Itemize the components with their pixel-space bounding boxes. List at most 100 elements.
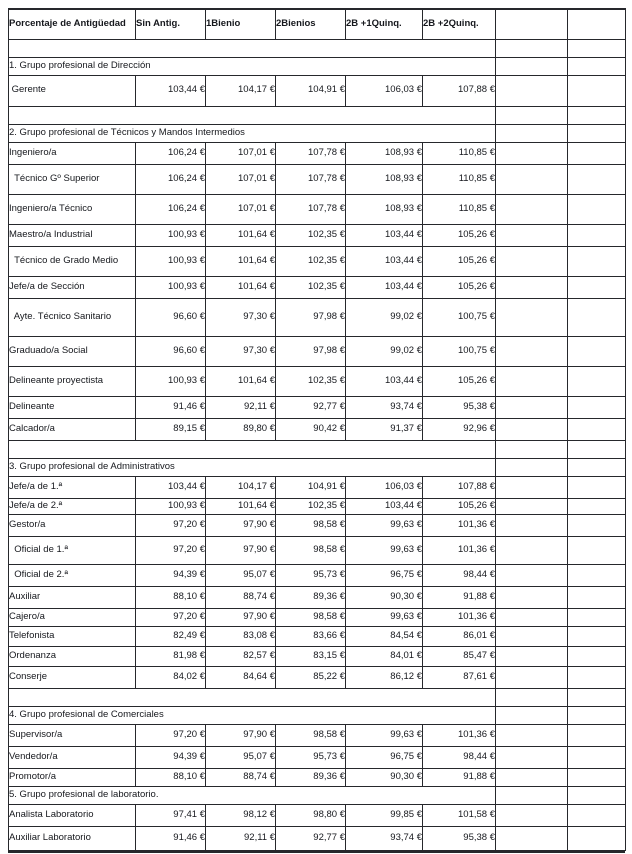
value-cell: 103,44 €: [135, 74, 206, 107]
value-cell: 107,01 €: [205, 141, 276, 165]
table-row: Gestor/a 97,20 €97,90 €98,58 €99,63 €101,…: [8, 513, 626, 537]
row-label-cell: Calcador/a: [8, 417, 136, 441]
value-cell: 103,44 €: [345, 497, 423, 515]
value-cell: 97,90 €: [205, 535, 276, 565]
empty-cell: [495, 163, 568, 195]
value-cell: 105,26 €: [422, 245, 496, 277]
spacer-row: [8, 687, 626, 707]
table-row: Conserje 84,02 €84,64 €85,22 €86,12 €87,6…: [8, 665, 626, 689]
empty-cell: [567, 365, 626, 397]
empty-cell: [567, 457, 626, 477]
empty-cell: [495, 123, 568, 143]
empty-cell: [567, 625, 626, 647]
value-cell: 110,85 €: [422, 163, 496, 195]
value-cell: 89,80 €: [205, 417, 276, 441]
value-cell: 96,75 €: [345, 745, 423, 769]
value-cell: 97,41 €: [135, 803, 206, 827]
section-title-cell: 1. Grupo profesional de Dirección: [8, 56, 496, 76]
value-cell: 91,37 €: [345, 417, 423, 441]
empty-cell: [567, 585, 626, 609]
value-cell: 95,07 €: [205, 563, 276, 587]
value-cell: 92,11 €: [205, 825, 276, 851]
value-cell: 83,08 €: [205, 625, 276, 647]
value-cell: 103,44 €: [345, 223, 423, 247]
row-label-cell: Telefonista: [8, 625, 136, 647]
empty-cell: [495, 535, 568, 565]
value-cell: 101,36 €: [422, 535, 496, 565]
empty-cell: [495, 607, 568, 627]
row-label-cell: Graduado/a Social: [8, 335, 136, 367]
row-label-cell: Delineante: [8, 395, 136, 419]
empty-cell: [567, 141, 626, 165]
spacer-cell: [8, 687, 496, 707]
row-label-cell: Ayte. Técnico Sanitario: [8, 297, 136, 337]
row-label-cell: Vendedor/a: [8, 745, 136, 769]
empty-cell: [495, 475, 568, 499]
value-cell: 92,77 €: [275, 825, 346, 851]
table-row: Maestro/a Industrial 100,93 €101,64 €102,…: [8, 223, 626, 247]
section-title-cell: 2. Grupo profesional de Técnicos y Mando…: [8, 123, 496, 143]
row-label-cell: Jefe/a de 1.ª: [8, 475, 136, 499]
spacer-row: [8, 439, 626, 459]
value-cell: 98,58 €: [275, 607, 346, 627]
empty-cell: [495, 395, 568, 419]
value-cell: 107,78 €: [275, 141, 346, 165]
value-cell: 107,78 €: [275, 193, 346, 225]
table-row: Analista Laboratorio 97,41 €98,12 €98,80 …: [8, 803, 626, 827]
value-cell: 95,38 €: [422, 825, 496, 851]
row-label-cell: Delineante proyectista: [8, 365, 136, 397]
value-cell: 102,35 €: [275, 223, 346, 247]
value-cell: 99,02 €: [345, 297, 423, 337]
header-row: Porcentaje de Antigüedad Sin Antig. 1Bieni…: [8, 8, 626, 40]
value-cell: 110,85 €: [422, 193, 496, 225]
row-label-cell: Ordenanza: [8, 645, 136, 667]
empty-cell: [567, 245, 626, 277]
column-header-3: 2Bienios: [275, 8, 346, 40]
value-cell: 101,36 €: [422, 723, 496, 747]
row-label-cell: Ingeniero/a: [8, 141, 136, 165]
value-cell: 94,39 €: [135, 563, 206, 587]
column-header-2: 1Bienio: [205, 8, 276, 40]
empty-cell: [567, 563, 626, 587]
empty-cell: [567, 803, 626, 827]
empty-cell: [495, 335, 568, 367]
value-cell: 92,77 €: [275, 395, 346, 419]
value-cell: 104,17 €: [205, 74, 276, 107]
value-cell: 102,35 €: [275, 275, 346, 299]
empty-cell: [567, 105, 626, 125]
column-header-4: 2B +1Quinq.: [345, 8, 423, 40]
empty-cell: [567, 475, 626, 499]
table-row: Cajero/a 97,20 €97,90 €98,58 €99,63 €101,…: [8, 607, 626, 627]
table-row: Vendedor/a 94,39 €95,07 €95,73 €96,75 €98…: [8, 745, 626, 769]
empty-cell: [567, 223, 626, 247]
value-cell: 103,44 €: [345, 245, 423, 277]
empty-cell: [495, 665, 568, 689]
value-cell: 95,07 €: [205, 745, 276, 769]
empty-cell: [495, 585, 568, 609]
row-label-cell: Oficial de 1.ª: [8, 535, 136, 565]
section-row: 3. Grupo profesional de Administrativos: [8, 457, 626, 477]
value-cell: 100,93 €: [135, 245, 206, 277]
value-cell: 93,74 €: [345, 825, 423, 851]
table-row: Telefonista 82,49 €83,08 €83,66 €84,54 €8…: [8, 625, 626, 647]
table-row: Promotor/a 88,10 €88,74 €89,36 €90,30 €91…: [8, 767, 626, 787]
row-label-cell: Técnico de Grado Medio: [8, 245, 136, 277]
value-cell: 107,78 €: [275, 163, 346, 195]
empty-cell: [567, 275, 626, 299]
empty-cell: [495, 745, 568, 769]
empty-cell: [495, 705, 568, 725]
value-cell: 106,24 €: [135, 163, 206, 195]
value-cell: 107,01 €: [205, 193, 276, 225]
table-row: Jefe/a de 2.ª 100,93 €101,64 €102,35 €103…: [8, 497, 626, 515]
value-cell: 94,39 €: [135, 745, 206, 769]
value-cell: 97,20 €: [135, 607, 206, 627]
value-cell: 108,93 €: [345, 141, 423, 165]
value-cell: 99,63 €: [345, 723, 423, 747]
row-label-cell: Gestor/a: [8, 513, 136, 537]
value-cell: 91,88 €: [422, 585, 496, 609]
section-row: 4. Grupo profesional de Comerciales: [8, 705, 626, 725]
row-label-cell: Ingeniero/a Técnico: [8, 193, 136, 225]
section-row: 1. Grupo profesional de Dirección: [8, 56, 626, 76]
table-row: Delineante proyectista 100,93 €101,64 €10…: [8, 365, 626, 397]
